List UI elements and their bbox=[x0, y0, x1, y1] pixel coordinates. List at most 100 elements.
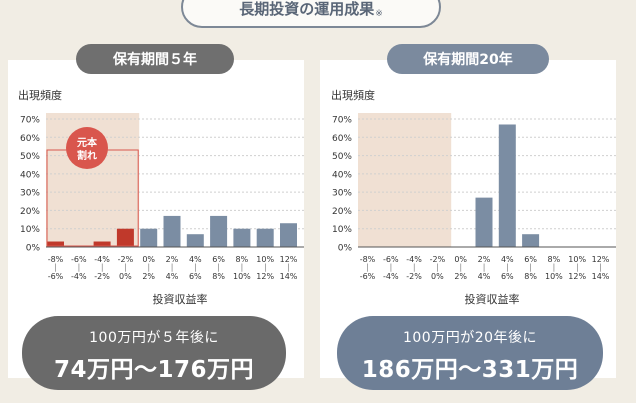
x-tick-separator: │ bbox=[505, 263, 509, 272]
x-tick-label-bottom: 10% bbox=[233, 272, 251, 281]
y-tick-label: 50% bbox=[20, 152, 40, 162]
x-tick-separator: │ bbox=[147, 263, 151, 272]
x-tick-separator: │ bbox=[123, 263, 127, 272]
x-tick-label-bottom: -6% bbox=[48, 272, 64, 281]
result-line1-20-year: 100万円が20年後に bbox=[402, 330, 538, 346]
x-tick-label-top: 4% bbox=[501, 255, 514, 264]
result-range-5-year: 74万円〜176万円 bbox=[53, 357, 255, 383]
x-tick-label-top: 12% bbox=[592, 255, 610, 264]
y-tick-label: 40% bbox=[20, 170, 40, 180]
x-tick-label-top: 6% bbox=[524, 255, 537, 264]
x-axis-title: 投資収益率 bbox=[153, 292, 208, 306]
histogram-20-year: 0%10%20%30%40%50%60%70%-8%│-6%-6%│-4%-4%… bbox=[332, 113, 616, 306]
x-tick-label-bottom: 4% bbox=[478, 272, 491, 281]
x-tick-separator: │ bbox=[459, 263, 463, 272]
x-tick-label-top: 2% bbox=[478, 255, 491, 264]
x-tick-label-top: 0% bbox=[454, 255, 467, 264]
loss-badge-label: 割れ bbox=[77, 149, 97, 162]
x-tick-label-bottom: -4% bbox=[383, 272, 399, 281]
x-tick-separator: │ bbox=[193, 263, 197, 272]
x-tick-label-top: 0% bbox=[142, 255, 155, 264]
y-tick-label: 70% bbox=[332, 116, 352, 126]
x-tick-label-bottom: 0% bbox=[119, 272, 132, 281]
chart-title: 長期投資の運用成果 bbox=[239, 0, 375, 18]
y-axis-title-5-year: 出現頻度 bbox=[18, 89, 62, 102]
y-tick-label: 20% bbox=[20, 207, 40, 217]
x-tick-separator: │ bbox=[598, 263, 602, 272]
y-tick-label: 50% bbox=[332, 152, 352, 162]
result-box-20-year: 100万円が20年後に 186万円〜331万円 bbox=[337, 316, 603, 390]
x-tick-label-bottom: 6% bbox=[501, 272, 514, 281]
x-tick-label-top: 6% bbox=[212, 255, 225, 264]
bar bbox=[47, 241, 64, 247]
x-tick-separator: │ bbox=[100, 263, 104, 272]
y-tick-label: 20% bbox=[332, 207, 352, 217]
x-tick-label-bottom: 14% bbox=[280, 272, 298, 281]
bar bbox=[210, 215, 228, 247]
y-tick-label: 30% bbox=[332, 189, 352, 199]
x-tick-label-top: 2% bbox=[166, 255, 179, 264]
x-tick-separator: │ bbox=[528, 263, 532, 272]
x-tick-separator: │ bbox=[240, 263, 244, 272]
y-tick-label: 30% bbox=[20, 189, 40, 199]
x-tick-label-top: 4% bbox=[189, 255, 202, 264]
x-tick-label-bottom: 2% bbox=[454, 272, 467, 281]
y-tick-label: 60% bbox=[332, 134, 352, 144]
result-range-20-year: 186万円〜331万円 bbox=[361, 357, 579, 383]
period-label-20-year: 保有期間20年 bbox=[387, 44, 549, 74]
histogram-5-year: 0%10%20%30%40%50%60%70%-8%│-6%-6%│-4%-4%… bbox=[20, 113, 304, 306]
x-tick-label-bottom: -2% bbox=[94, 272, 110, 281]
x-tick-separator: │ bbox=[170, 263, 174, 272]
x-tick-separator: │ bbox=[435, 263, 439, 272]
x-tick-label-top: -4% bbox=[406, 255, 422, 264]
bar bbox=[498, 124, 516, 247]
y-tick-label: 0% bbox=[338, 244, 353, 254]
y-tick-label: 10% bbox=[20, 225, 40, 235]
result-box-5-year: 100万円が５年後に 74万円〜176万円 bbox=[22, 316, 286, 390]
x-tick-label-top: 10% bbox=[568, 255, 586, 264]
bar bbox=[163, 215, 181, 247]
x-tick-separator: │ bbox=[53, 263, 57, 272]
x-tick-label-top: -6% bbox=[71, 255, 87, 264]
bar bbox=[116, 228, 134, 247]
x-tick-separator: │ bbox=[286, 263, 290, 272]
loss-badge bbox=[66, 127, 108, 169]
bar bbox=[280, 223, 297, 247]
x-tick-label-bottom: 8% bbox=[212, 272, 225, 281]
y-axis-title-20-year: 出現頻度 bbox=[331, 89, 375, 102]
x-axis-title: 投資収益率 bbox=[465, 292, 520, 306]
y-tick-label: 70% bbox=[20, 116, 40, 126]
x-tick-label-top: 8% bbox=[548, 255, 561, 264]
chart-title-pill: 長期投資の運用成果 ※ bbox=[181, 0, 441, 28]
x-tick-label-top: -2% bbox=[430, 255, 446, 264]
bar bbox=[140, 228, 158, 247]
x-tick-label-top: 10% bbox=[256, 255, 274, 264]
x-tick-separator: │ bbox=[216, 263, 220, 272]
x-tick-label-top: -2% bbox=[118, 255, 134, 264]
bar bbox=[233, 228, 251, 247]
x-tick-label-bottom: 4% bbox=[166, 272, 179, 281]
x-tick-label-bottom: 8% bbox=[524, 272, 537, 281]
x-tick-label-top: 12% bbox=[280, 255, 298, 264]
x-tick-label-top: -4% bbox=[94, 255, 110, 264]
bar bbox=[186, 234, 204, 247]
x-tick-label-bottom: 2% bbox=[142, 272, 155, 281]
x-tick-label-bottom: 12% bbox=[568, 272, 586, 281]
x-tick-separator: │ bbox=[552, 263, 556, 272]
period-label-5-year: 保有期間５年 bbox=[76, 44, 234, 74]
note-mark: ※ bbox=[375, 9, 383, 19]
x-tick-label-bottom: 14% bbox=[592, 272, 610, 281]
x-tick-separator: │ bbox=[77, 263, 81, 272]
x-tick-separator: │ bbox=[263, 263, 267, 272]
x-tick-label-bottom: -2% bbox=[406, 272, 422, 281]
x-tick-label-bottom: 12% bbox=[256, 272, 274, 281]
result-line1-5-year: 100万円が５年後に bbox=[89, 330, 219, 346]
y-tick-label: 40% bbox=[332, 170, 352, 180]
x-tick-label-bottom: 6% bbox=[189, 272, 202, 281]
y-tick-label: 60% bbox=[20, 134, 40, 144]
bar bbox=[522, 234, 540, 247]
y-tick-label: 0% bbox=[26, 244, 41, 254]
x-tick-label-bottom: -6% bbox=[360, 272, 376, 281]
bar bbox=[475, 197, 493, 247]
x-tick-label-bottom: 10% bbox=[545, 272, 563, 281]
